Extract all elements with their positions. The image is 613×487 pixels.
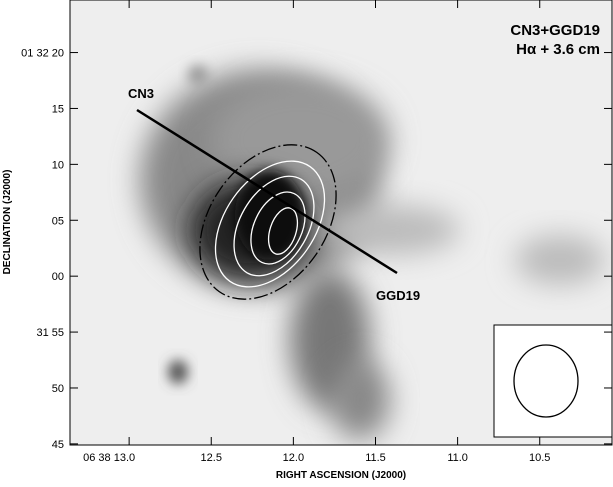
nebula <box>515 235 605 285</box>
y-tick-label: 50 <box>52 383 64 395</box>
annotation: GGD19 <box>376 288 420 303</box>
y-tick-label: 45 <box>52 439 64 451</box>
y-axis-label: DECLINATION (J2000) <box>2 170 13 275</box>
x-tick-label: 10.5 <box>529 452 550 464</box>
nebula <box>330 360 390 440</box>
y-tick-label: 31 55 <box>36 327 64 339</box>
nebula <box>188 65 208 85</box>
x-tick-label: 06 38 13.0 <box>83 452 135 464</box>
image <box>70 0 612 445</box>
x-axis-label: RIGHT ASCENSION (J2000) <box>276 470 406 481</box>
nebula <box>210 80 390 200</box>
y-tick-label: 05 <box>52 215 64 227</box>
x-tick-label: 11.0 <box>447 452 468 464</box>
x-tick-label: 12.0 <box>283 452 304 464</box>
annotation: CN3 <box>128 86 154 101</box>
y-tick-label: 00 <box>52 271 64 283</box>
contours <box>136 108 398 300</box>
beam-inset <box>493 324 613 438</box>
x-tick-label: 11.5 <box>365 452 386 464</box>
plot-frame <box>69 0 613 446</box>
chart-subtitle: Hα + 3.6 cm <box>516 41 600 58</box>
x-tick-label: 12.5 <box>201 452 222 464</box>
chart-title: CN3+GGD19 <box>510 22 600 39</box>
nebula <box>320 205 460 255</box>
y-tick-label: 10 <box>52 159 64 171</box>
y-tick-label: 15 <box>52 103 64 115</box>
beam <box>513 344 579 418</box>
nebula <box>168 360 188 384</box>
y-tick-label: 01 32 20 <box>21 48 64 60</box>
